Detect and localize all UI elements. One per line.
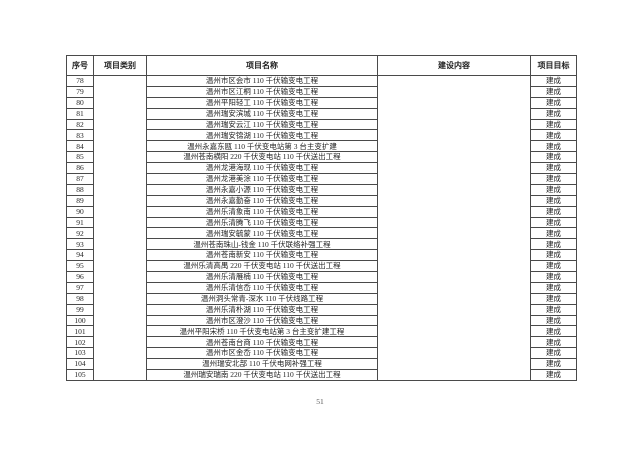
- cell-content-merged: [377, 75, 531, 381]
- cell-seq: 98: [66, 292, 94, 305]
- cell-goal: 建成: [530, 118, 577, 131]
- cell-category-merged: [93, 75, 147, 381]
- cell-project-name: 温州乐清高禺 220 千伏变电站 110 千伏送出工程: [146, 260, 378, 273]
- cell-seq: 92: [66, 227, 94, 240]
- cell-goal: 建成: [530, 183, 577, 196]
- cell-goal: 建成: [530, 162, 577, 175]
- cell-seq: 105: [66, 369, 94, 381]
- cell-seq: 104: [66, 358, 94, 371]
- cell-goal: 建成: [530, 96, 577, 109]
- cell-seq: 83: [66, 129, 94, 142]
- cell-project-name: 温州瑞安锦湖 110 千伏输变电工程: [146, 129, 378, 142]
- page-number: 51: [316, 397, 324, 406]
- cell-goal: 建成: [530, 281, 577, 294]
- cell-seq: 101: [66, 325, 94, 338]
- cell-goal: 建成: [530, 140, 577, 153]
- cell-seq: 79: [66, 85, 94, 98]
- cell-project-name: 温州永嘉东瓯 110 千伏变电站第 3 台主变扩建: [146, 140, 378, 153]
- cell-seq: 99: [66, 303, 94, 316]
- cell-goal: 建成: [530, 303, 577, 316]
- cell-seq: 93: [66, 238, 94, 251]
- table-header-row: 序号 项目类别 项目名称 建设内容 项目目标: [66, 55, 577, 76]
- cell-project-name: 温州苍南新安 110 千伏输变电工程: [146, 249, 378, 262]
- cell-goal: 建成: [530, 238, 577, 251]
- cell-project-name: 温州瑞安云江 110 千伏输变电工程: [146, 118, 378, 131]
- cell-project-name: 温州龙港美涂 110 千伏输变电工程: [146, 173, 378, 185]
- cell-goal: 建成: [530, 314, 577, 327]
- header-seq: 序号: [66, 55, 94, 76]
- header-content: 建设内容: [377, 55, 531, 76]
- cell-seq: 78: [66, 75, 94, 87]
- cell-seq: 81: [66, 107, 94, 120]
- cell-goal: 建成: [530, 75, 577, 87]
- cell-seq: 94: [66, 249, 94, 262]
- cell-goal: 建成: [530, 260, 577, 273]
- cell-goal: 建成: [530, 347, 577, 360]
- cell-seq: 82: [66, 118, 94, 131]
- cell-goal: 建成: [530, 216, 577, 229]
- cell-goal: 建成: [530, 151, 577, 164]
- cell-seq: 90: [66, 205, 94, 218]
- header-category: 项目类别: [93, 55, 147, 76]
- cell-seq: 100: [66, 314, 94, 327]
- cell-project-name: 温州苍南台商 110 千伏输变电工程: [146, 336, 378, 349]
- cell-goal: 建成: [530, 336, 577, 349]
- cell-seq: 95: [66, 260, 94, 273]
- cell-seq: 85: [66, 151, 94, 164]
- cell-project-name: 温州苍南珠山-钱金 110 千伏联络补强工程: [146, 238, 378, 251]
- cell-goal: 建成: [530, 107, 577, 120]
- cell-project-name: 温州瑞安北部 110 千伏电网补强工程: [146, 358, 378, 371]
- table-row: 78 温州市区会市 110 千伏输变电工程 建成: [66, 75, 577, 381]
- cell-project-name: 温州洞头常青-深水 110 千伏线路工程: [146, 292, 378, 305]
- cell-seq: 91: [66, 216, 94, 229]
- cell-project-name: 温州瑞安毓蒙 110 千伏输变电工程: [146, 227, 378, 240]
- cell-seq: 89: [66, 194, 94, 207]
- cell-seq: 87: [66, 173, 94, 185]
- cell-seq: 88: [66, 183, 94, 196]
- table-row: 79 温州市区江桐 110 千伏输变电工程 建成: [66, 85, 577, 98]
- cell-project-name: 温州乐清信岙 110 千伏输变电工程: [146, 281, 378, 294]
- cell-seq: 102: [66, 336, 94, 349]
- header-goal: 项目目标: [530, 55, 577, 76]
- cell-project-name: 温州永嘉小源 110 千伏输变电工程: [146, 183, 378, 196]
- cell-seq: 96: [66, 271, 94, 283]
- cell-goal: 建成: [530, 194, 577, 207]
- cell-seq: 86: [66, 162, 94, 175]
- cell-project-name: 温州平阳宋桥 110 千伏变电站第 3 台主变扩建工程: [146, 325, 378, 338]
- cell-project-name: 温州乐清腾飞 110 千伏输变电工程: [146, 216, 378, 229]
- cell-seq: 84: [66, 140, 94, 153]
- cell-project-name: 温州市区会市 110 千伏输变电工程: [146, 75, 378, 87]
- cell-project-name: 温州市区金岙 110 千伏输变电工程: [146, 347, 378, 360]
- cell-project-name: 温州永嘉勤奋 110 千伏输变电工程: [146, 194, 378, 207]
- projects-table: 序号 项目类别 项目名称 建设内容 项目目标 78 温州市区会市 110 千伏输变…: [66, 55, 577, 381]
- cell-project-name: 温州苍南横阳 220 千伏变电站 110 千伏送出工程: [146, 151, 378, 164]
- cell-goal: 建成: [530, 173, 577, 185]
- cell-project-name: 温州市区澄沙 110 千伏输变电工程: [146, 314, 378, 327]
- cell-project-name: 温州乐清象南 110 千伏输变电工程: [146, 205, 378, 218]
- cell-goal: 建成: [530, 205, 577, 218]
- cell-goal: 建成: [530, 249, 577, 262]
- cell-seq: 80: [66, 96, 94, 109]
- cell-goal: 建成: [530, 325, 577, 338]
- cell-project-name: 温州平阳轻工 110 千伏输变电工程: [146, 96, 378, 109]
- cell-project-name: 温州瑞安瑞南 220 千伏变电站 110 千伏送出工程: [146, 369, 378, 381]
- cell-goal: 建成: [530, 358, 577, 371]
- cell-project-name: 温州乐清雁楠 110 千伏输变电工程: [146, 271, 378, 283]
- cell-goal: 建成: [530, 292, 577, 305]
- cell-seq: 103: [66, 347, 94, 360]
- cell-project-name: 温州市区江桐 110 千伏输变电工程: [146, 85, 378, 98]
- cell-goal: 建成: [530, 369, 577, 381]
- header-name: 项目名称: [146, 55, 378, 76]
- cell-goal: 建成: [530, 271, 577, 283]
- cell-project-name: 温州龙港海现 110 千伏输变电工程: [146, 162, 378, 175]
- cell-goal: 建成: [530, 85, 577, 98]
- cell-project-name: 温州乐清朴湖 110 千伏输变电工程: [146, 303, 378, 316]
- cell-seq: 97: [66, 281, 94, 294]
- cell-project-name: 温州瑞安滨城 110 千伏输变电工程: [146, 107, 378, 120]
- cell-goal: 建成: [530, 227, 577, 240]
- cell-goal: 建成: [530, 129, 577, 142]
- table-row: 105 温州瑞安瑞南 220 千伏变电站 110 千伏送出工程 建成: [66, 369, 577, 381]
